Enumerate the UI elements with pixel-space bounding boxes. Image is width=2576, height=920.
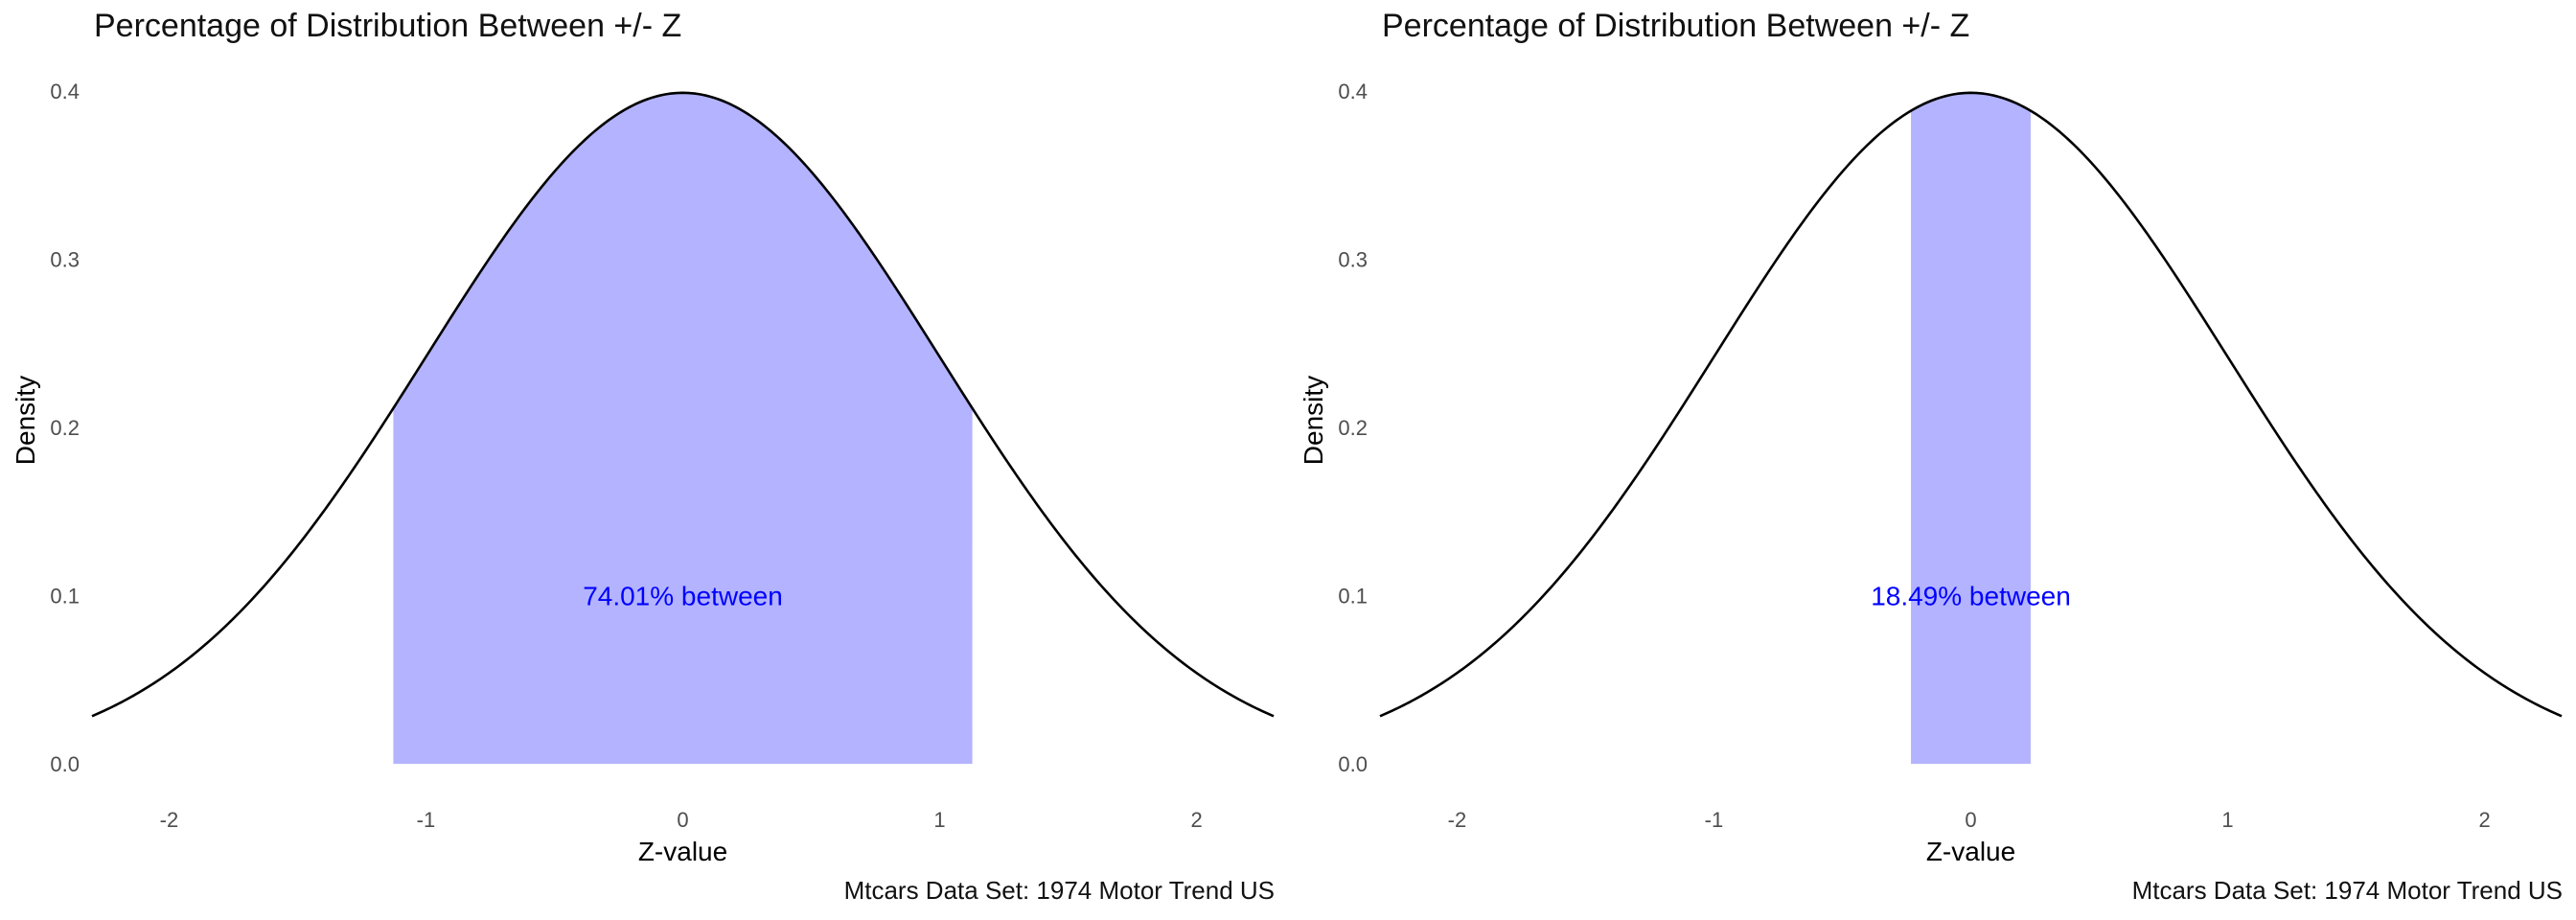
y-tick-label: 0.4 — [50, 80, 80, 104]
y-tick-label: 0.4 — [1338, 80, 1368, 104]
x-tick-label: -2 — [160, 808, 179, 832]
x-axis-label: Z-value — [638, 837, 727, 866]
chart-caption: Mtcars Data Set: 1974 Motor Trend US — [843, 876, 1275, 905]
shaded-area — [393, 92, 973, 765]
y-tick-label: 0.1 — [1338, 585, 1368, 609]
x-tick-label: 0 — [1965, 808, 1976, 832]
shaded-area — [1911, 92, 2031, 765]
density-curve — [1379, 91, 2563, 718]
x-axis-label: Z-value — [1926, 837, 2015, 866]
y-tick-label: 0.3 — [50, 248, 80, 272]
x-tick-label: 2 — [2478, 808, 2490, 832]
annotation-label: 74.01% between — [583, 582, 783, 611]
chart-title: Percentage of Distribution Between +/- Z — [1382, 8, 1970, 44]
x-tick-label: 1 — [2221, 808, 2233, 832]
y-tick-label: 0.0 — [50, 752, 80, 776]
y-tick-label: 0.2 — [1338, 416, 1368, 440]
x-tick-label: 0 — [677, 808, 688, 832]
chart-caption: Mtcars Data Set: 1974 Motor Trend US — [2131, 876, 2563, 905]
x-tick-label: 2 — [1190, 808, 1202, 832]
x-tick-label: 1 — [933, 808, 945, 832]
x-tick-label: -1 — [417, 808, 436, 832]
chart-plot-left: 0.0 0.1 0.2 0.3 0.4 -2 -1 0 1 2 Z-value Density 74.0… — [11, 80, 1275, 866]
x-tick-label: -2 — [1448, 808, 1467, 832]
chart-title: Percentage of Distribution Between +/- Z — [94, 8, 682, 44]
y-tick-label: 0.2 — [50, 416, 80, 440]
x-tick-label: -1 — [1705, 808, 1724, 832]
y-axis-label: Density — [1299, 376, 1328, 465]
density-curve — [91, 91, 1275, 718]
chart-plot-right: 0.0 0.1 0.2 0.3 0.4 -2 -1 0 1 2 Z-value Density 18.4… — [1299, 80, 2563, 866]
chart-panel-right: Percentage of Distribution Between +/- Z… — [1288, 0, 2576, 920]
y-tick-label: 0.3 — [1338, 248, 1368, 272]
y-tick-label: 0.1 — [50, 585, 80, 609]
chart-panel-left: Percentage of Distribution Between +/- Z… — [11, 8, 1275, 905]
y-tick-label: 0.0 — [1338, 752, 1368, 776]
y-axis-label: Density — [11, 376, 40, 465]
annotation-label: 18.49% between — [1871, 582, 2071, 611]
